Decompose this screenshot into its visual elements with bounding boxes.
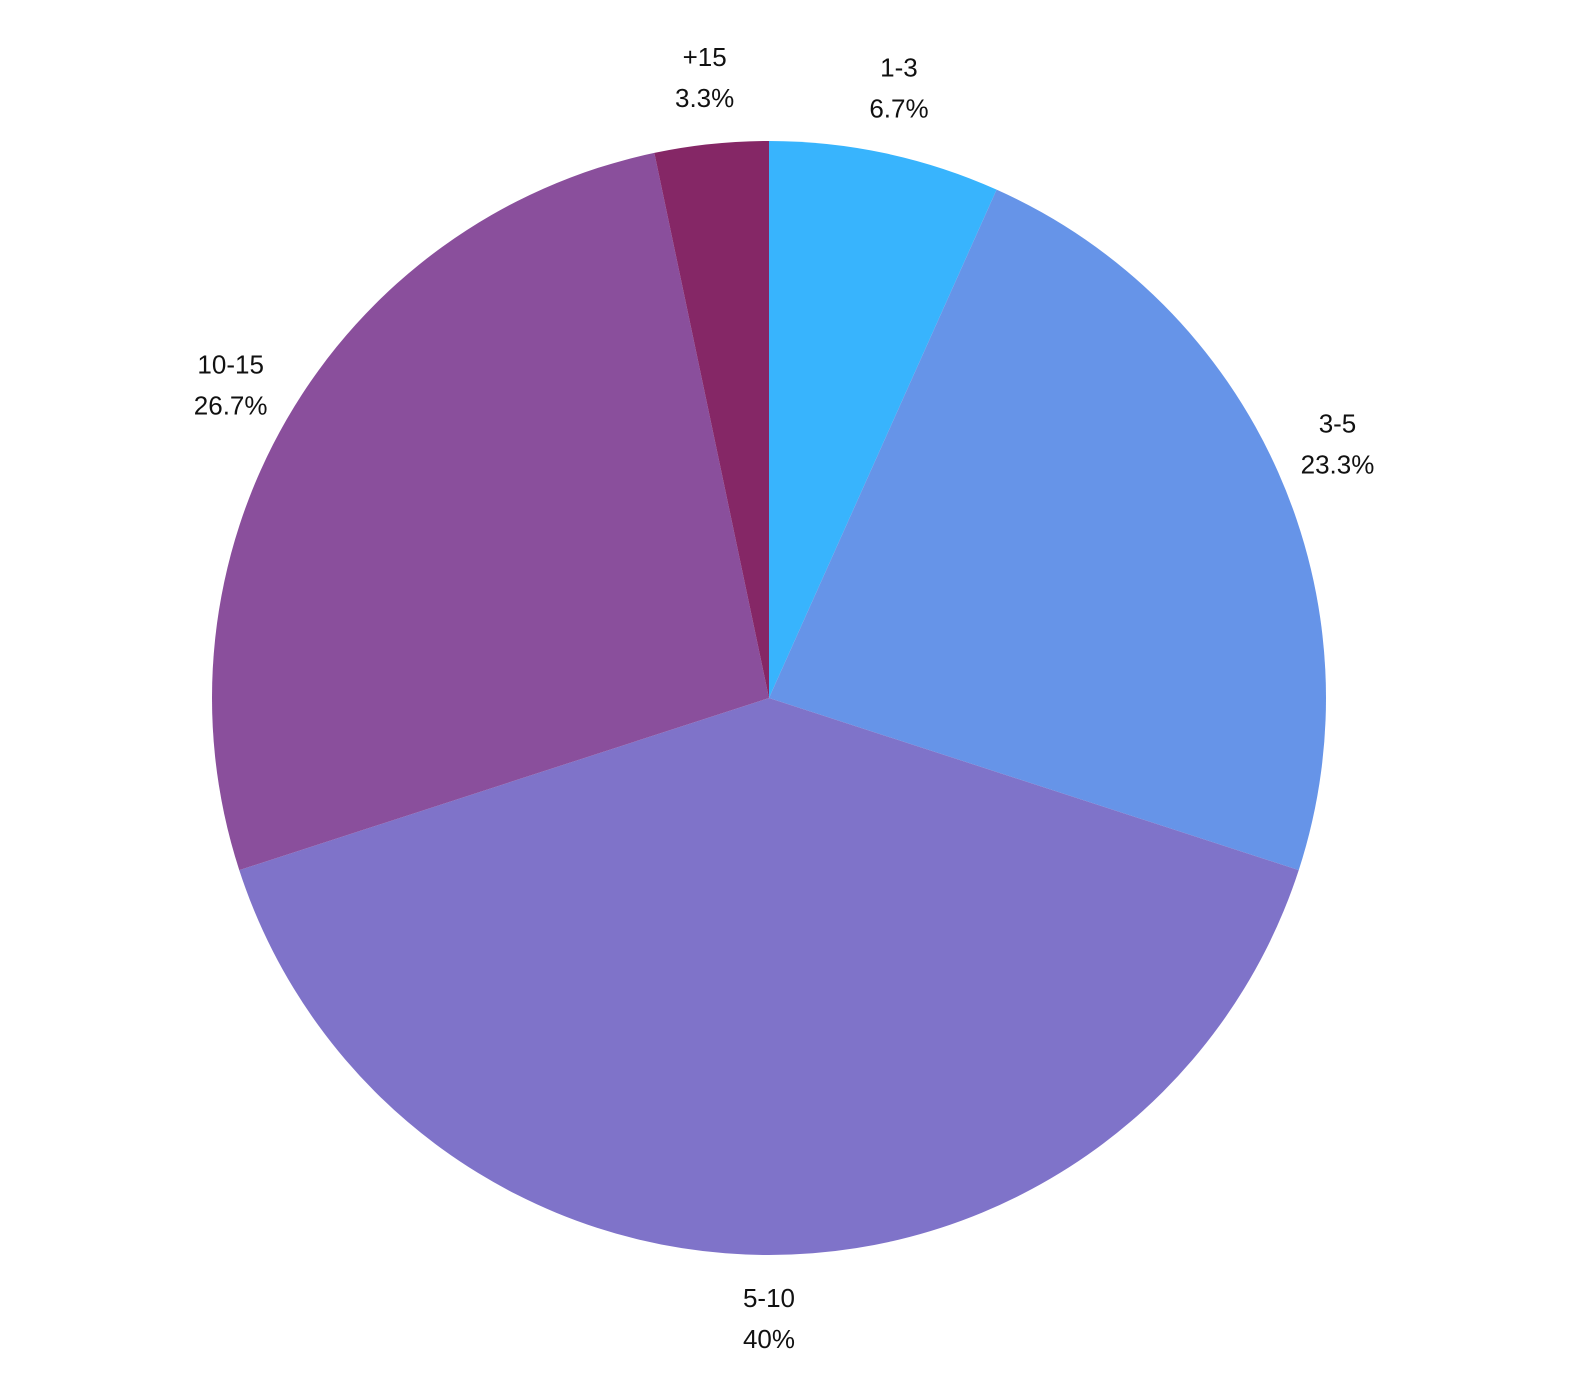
pie-slice xyxy=(769,189,1327,871)
slice-label: 5-10 xyxy=(743,1283,795,1313)
slice-label: +15 xyxy=(683,42,727,72)
pie-slice xyxy=(239,698,1299,1256)
pie-slice xyxy=(769,141,997,698)
slice-value-label: 26.7% xyxy=(194,390,268,420)
pie-slice xyxy=(654,141,769,698)
slice-label: 10-15 xyxy=(197,349,264,379)
slice-value-label: 3.3% xyxy=(675,83,734,113)
slice-label: 3-5 xyxy=(1319,408,1357,438)
slice-value-label: 6.7% xyxy=(869,94,928,124)
pie-slice xyxy=(211,152,769,871)
slice-value-label: 40% xyxy=(743,1324,795,1354)
slice-label: 1-3 xyxy=(880,53,918,83)
slice-value-label: 23.3% xyxy=(1301,449,1375,479)
